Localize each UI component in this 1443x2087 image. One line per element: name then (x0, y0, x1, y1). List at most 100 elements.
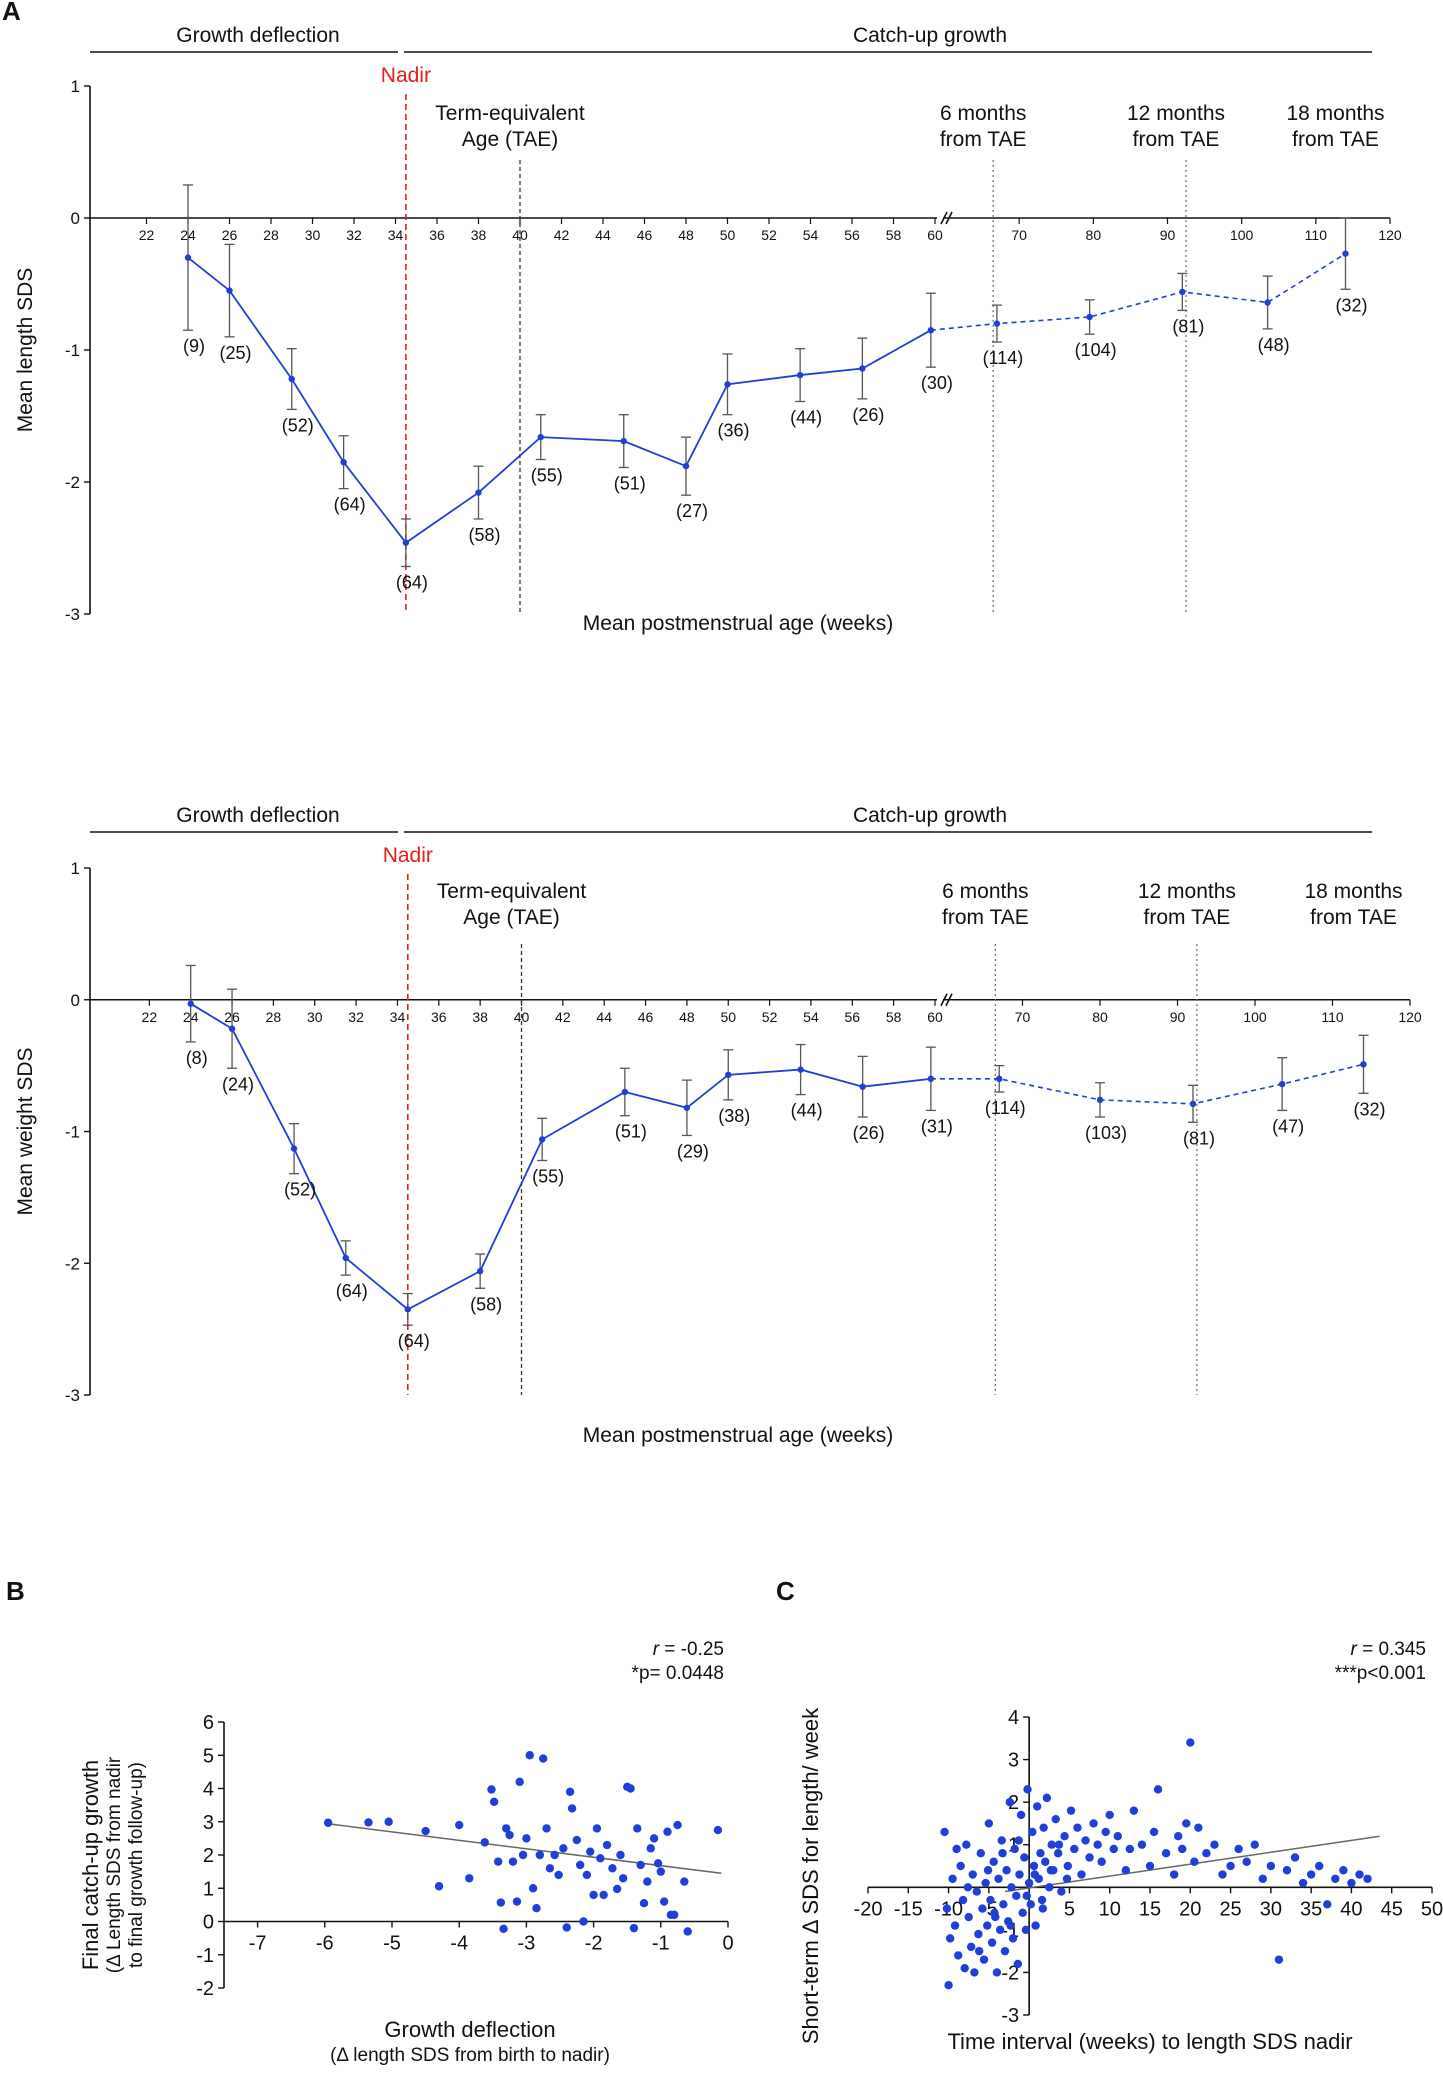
x-tick-label: -6 (316, 1933, 334, 1955)
x-axis-title: Time interval (weeks) to length SDS nadi… (947, 2029, 1352, 2054)
scatter-point (1113, 1832, 1122, 1841)
x-tick-label: -7 (249, 1933, 267, 1955)
scatter-point (1089, 1819, 1098, 1828)
scatter-point (942, 1904, 952, 1913)
nadir-label: Nadir (381, 64, 431, 87)
guide-label-line2: from TAE (1144, 906, 1231, 929)
x-tick-label: 36 (429, 227, 445, 243)
data-point (796, 371, 804, 379)
phase-label-deflection: Growth deflection (176, 804, 339, 827)
scatter-point (989, 1857, 998, 1866)
x-tick-label: 38 (471, 227, 487, 243)
data-point (404, 1306, 411, 1313)
y-tick-label: 2 (203, 1845, 214, 1867)
scatter-point (1178, 1844, 1187, 1854)
y-tick-label: -2 (196, 1978, 214, 2000)
series-line-solid (190, 1002, 931, 1311)
sample-size-label: (55) (532, 1166, 564, 1186)
x-tick-label: 44 (595, 227, 611, 243)
scatter-point (1226, 1861, 1235, 1871)
scatter-point (487, 1785, 496, 1794)
guide-label-line1: 18 months (1286, 102, 1384, 125)
scatter-point (653, 1859, 663, 1868)
scatter-point (1015, 1870, 1024, 1879)
scatter-point (646, 1844, 655, 1853)
scatter-point (972, 1887, 981, 1896)
scatter-point (535, 1850, 545, 1860)
scatter-point (1010, 1844, 1019, 1854)
scatter-point (1047, 1840, 1056, 1849)
data-point (1342, 250, 1349, 257)
scatter-point (465, 1874, 474, 1883)
scatter-point (997, 1836, 1006, 1845)
data-point (226, 287, 233, 294)
scatter-point (1218, 1870, 1227, 1879)
correlation-r-symbol: r (1350, 1639, 1357, 1660)
scatter-point (1053, 1849, 1063, 1858)
sample-size-label: (48) (1258, 335, 1290, 355)
sample-size-label: (25) (219, 343, 251, 363)
p-value: *p= 0.0448 (632, 1663, 724, 1684)
scatter-point (1062, 1874, 1072, 1883)
scatter-point (612, 1884, 622, 1894)
scatter-point (1306, 1870, 1316, 1879)
sample-size-label: (32) (1353, 1099, 1385, 1119)
data-point (538, 1136, 546, 1143)
x-tick-label: 70 (1015, 1009, 1031, 1025)
scatter-point (1081, 1836, 1090, 1845)
scatter-point (575, 1860, 585, 1870)
scatter-point (1018, 1908, 1027, 1918)
scatter-point (455, 1820, 464, 1830)
data-point (228, 1025, 236, 1032)
data-point (927, 1075, 935, 1083)
panel-letter-a: A (2, 0, 21, 26)
sample-size-label: (31) (921, 1116, 953, 1136)
scatter-point (986, 1895, 995, 1905)
x-tick-label: 42 (555, 1009, 571, 1025)
x-tick-label: 30 (307, 1009, 323, 1025)
x-tick-label: 46 (638, 1009, 654, 1025)
scatter-point (1005, 1797, 1015, 1807)
scatter-point (567, 1804, 577, 1813)
x-tick-label: 50 (1421, 1898, 1443, 1920)
data-point (184, 254, 192, 261)
guide-label-line1: 12 months (1138, 880, 1236, 903)
series-line-dashed (930, 252, 1346, 331)
scatter-point (554, 1870, 563, 1880)
x-tick-label: 34 (390, 1009, 406, 1025)
scatter-point (1161, 1849, 1171, 1858)
scatter-point (1186, 1738, 1195, 1747)
x-tick-label: 50 (720, 1009, 736, 1025)
scatter-point (659, 1897, 669, 1906)
scatter-point (1024, 1878, 1034, 1888)
scatter-point (512, 1897, 522, 1906)
scatter-point (656, 1867, 665, 1876)
sample-size-label: (27) (676, 501, 708, 521)
scatter-point (673, 1820, 682, 1830)
x-tick-label: 100 (1230, 227, 1254, 243)
scatter-point (565, 1787, 575, 1797)
scatter-point (602, 1840, 612, 1850)
scatter-point (956, 1861, 965, 1871)
data-point (1086, 313, 1093, 321)
scatter-point (1020, 1853, 1029, 1862)
scatter-point (990, 1908, 999, 1918)
scatter-point (960, 1963, 969, 1973)
scatter-point (958, 1895, 968, 1905)
sample-size-label: (52) (284, 1180, 316, 1200)
data-point (1264, 299, 1271, 306)
scatter-point (962, 1840, 971, 1849)
interval-vs-shortterm-scatter: 4321-1-2-3-20-15-10-55101520253035404550… (798, 1639, 1443, 2054)
scatter-point (1026, 1900, 1035, 1909)
scatter-point (1007, 1883, 1016, 1892)
x-tick-label: 110 (1305, 227, 1328, 243)
scatter-point (974, 1946, 984, 1956)
scatter-point (683, 1927, 692, 1936)
scatter-point (1323, 1900, 1332, 1909)
sample-size-label: (114) (983, 348, 1024, 368)
scatter-point (633, 1824, 642, 1833)
scatter-point (618, 1874, 628, 1883)
scatter-point (559, 1844, 568, 1853)
scatter-point (983, 1866, 993, 1875)
sample-size-label: (38) (718, 1106, 750, 1126)
